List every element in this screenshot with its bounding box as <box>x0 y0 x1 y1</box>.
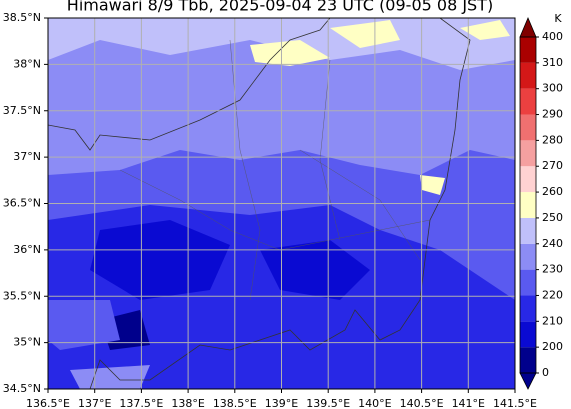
y-tick-label: 36°N <box>13 243 41 256</box>
x-tick-label: 141.5°E <box>493 397 537 409</box>
y-tick-label: 35°N <box>13 336 41 349</box>
x-tick-label: 138.5°E <box>213 397 257 409</box>
colorbar-tick-label: 290 <box>542 108 563 121</box>
colorbar-segment <box>520 62 536 89</box>
colorbar-tick-label: 230 <box>542 263 563 276</box>
y-tick-label: 38.5°N <box>3 11 41 24</box>
colorbar-segment <box>520 217 536 244</box>
y-tick-label: 37.5°N <box>3 104 41 117</box>
colorbar-tick-label: 200 <box>542 340 563 353</box>
colorbar-tick-label: 280 <box>542 133 563 146</box>
chart-title: Himawari 8/9 Tbb, 2025-09-04 23 UTC (09-… <box>67 0 493 15</box>
colorbar-tick-label: 0 <box>542 366 549 379</box>
x-tick-label: 136.5°E <box>26 397 70 409</box>
x-tick-label: 137.5°E <box>119 397 163 409</box>
colorbar-segment <box>520 295 536 322</box>
colorbar-label: K <box>554 12 562 25</box>
x-tick-label: 139°E <box>265 397 298 409</box>
y-tick-label: 38°N <box>13 57 41 70</box>
x-tick-label: 137°E <box>78 397 111 409</box>
colorbar-segment <box>520 166 536 193</box>
colorbar-tick-label: 260 <box>542 185 563 198</box>
colorbar-segment <box>520 243 536 270</box>
x-tick-label: 141°E <box>452 397 485 409</box>
colorbar-segment <box>520 140 536 167</box>
colorbar-segment <box>520 37 536 63</box>
colorbar-frame <box>519 36 537 374</box>
colorbar-segment <box>520 88 536 115</box>
colorbar-extend-over <box>519 16 537 38</box>
colorbar-extend-under <box>519 372 537 390</box>
y-tick-label: 37°N <box>13 150 41 163</box>
x-tick-label: 140°E <box>358 397 391 409</box>
colorbar-segment <box>520 321 536 348</box>
colorbar-tick-label: 210 <box>542 314 563 327</box>
colorbar-segment <box>520 269 536 296</box>
y-tick-label: 36.5°N <box>3 197 41 210</box>
colorbar-tick-label: 310 <box>542 56 563 69</box>
colorbar-segment <box>520 192 536 218</box>
colorbar-tick-label: 240 <box>542 237 563 250</box>
colorbar-segment <box>520 347 536 373</box>
colorbar-tick-label: 300 <box>542 82 563 95</box>
y-tick-label: 35.5°N <box>3 289 41 302</box>
x-tick-label: 140.5°E <box>400 397 444 409</box>
colorbar-tick-label: 270 <box>542 159 563 172</box>
x-tick-label: 139.5°E <box>306 397 350 409</box>
x-tick-label: 138°E <box>171 397 204 409</box>
colorbar-tick-label: 220 <box>542 288 563 301</box>
colorbar-segment <box>520 114 536 141</box>
y-tick-label: 34.5°N <box>3 382 41 395</box>
colorbar-tick-label: 250 <box>542 211 563 224</box>
colorbar-tick-label: 400 <box>542 30 563 43</box>
